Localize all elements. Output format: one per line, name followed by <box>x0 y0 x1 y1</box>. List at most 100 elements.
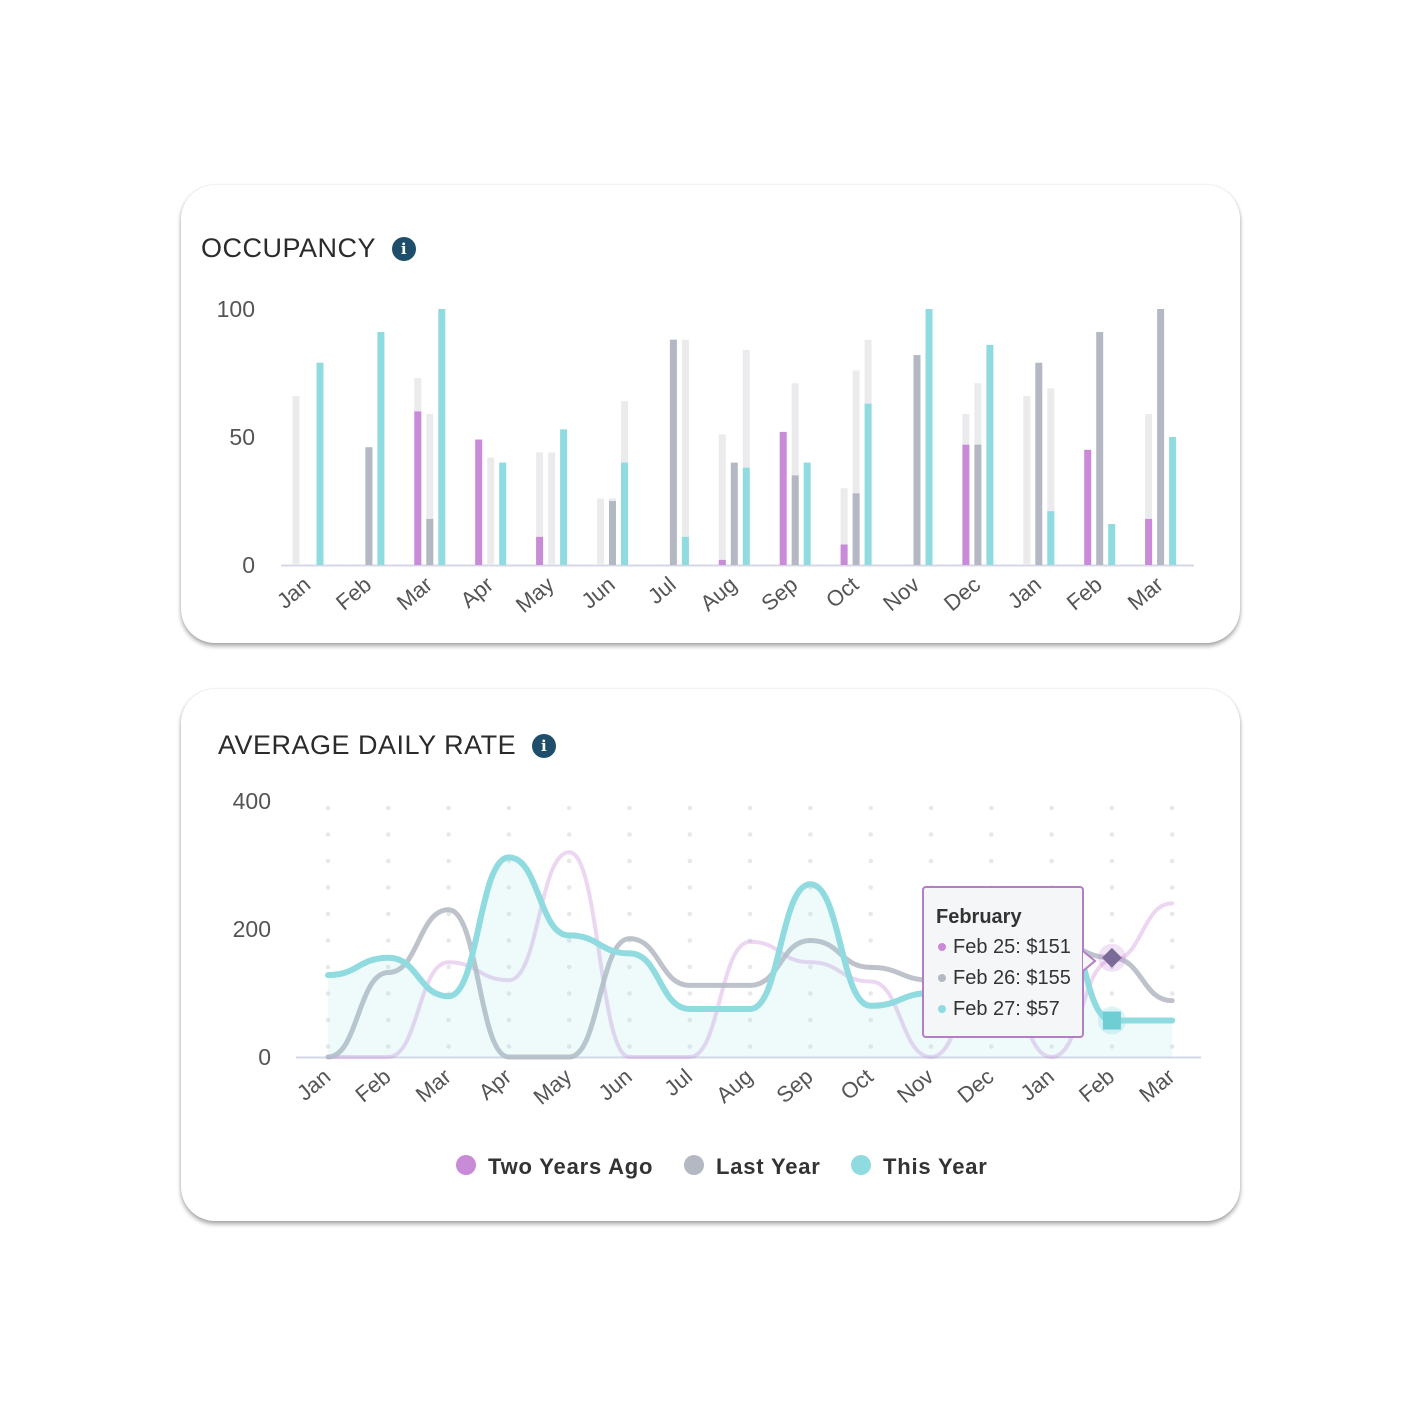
grid-dot <box>808 1017 813 1023</box>
grid-dot <box>627 858 632 864</box>
legend-item[interactable]: Two Years Ago <box>456 1154 653 1179</box>
adr-title-row: AVERAGE DAILY RATE i <box>218 730 557 761</box>
bar <box>779 431 787 565</box>
bar <box>925 309 933 565</box>
bar <box>681 536 689 565</box>
grid-dot <box>325 991 331 996</box>
x-tick-label: May <box>529 1064 577 1110</box>
x-tick-label: Apr <box>474 1064 516 1105</box>
legend-item[interactable]: This Year <box>851 1154 988 1179</box>
x-tick-label: Jan <box>1003 572 1046 614</box>
grid-dot <box>687 858 693 864</box>
grid-dot <box>747 938 753 943</box>
x-tick-label: Jun <box>593 1064 636 1106</box>
bar <box>1047 511 1055 565</box>
grid-dot <box>627 964 632 970</box>
grid-dot <box>566 964 572 970</box>
grid-dot <box>325 832 331 837</box>
grid-dot <box>928 805 934 811</box>
grid-dot <box>989 1044 994 1049</box>
grid-dot <box>386 805 391 811</box>
x-tick-label: Sep <box>772 1064 818 1108</box>
x-tick-label: Jan <box>272 572 315 614</box>
y-tick-label: 200 <box>233 916 271 942</box>
grid-dot <box>386 858 391 864</box>
grid-dot <box>446 964 451 970</box>
grid-dot <box>566 885 572 890</box>
series-line <box>326 850 1175 1060</box>
grid-dot <box>566 911 572 917</box>
x-tick-label: Aug <box>711 1064 757 1108</box>
grid-dot <box>808 1044 813 1049</box>
legend-label: Two Years Ago <box>488 1154 653 1179</box>
grid-dot <box>687 911 693 917</box>
y-tick-label: 0 <box>242 552 255 578</box>
y-tick-label: 100 <box>217 296 255 322</box>
grid-dot <box>808 858 813 864</box>
grid-dot <box>446 805 451 811</box>
grid-dot <box>506 832 512 837</box>
x-tick-label: Nov <box>878 572 924 616</box>
grid-dot <box>747 885 753 890</box>
grid-dot <box>868 858 873 864</box>
grid-dot <box>506 1017 512 1023</box>
legend-swatch <box>456 1155 476 1175</box>
bar <box>536 536 544 565</box>
grid-dot <box>687 991 693 996</box>
x-tick-label: Feb <box>1074 1064 1119 1108</box>
grid-dot <box>868 885 873 890</box>
bar <box>913 355 921 565</box>
x-tick-label: Jan <box>1016 1064 1059 1106</box>
y-tick-label: 400 <box>233 788 271 814</box>
bar-background <box>742 349 750 565</box>
grid-dot <box>506 991 512 996</box>
legend-item[interactable]: Last Year <box>684 1154 821 1179</box>
grid-dot <box>506 938 512 943</box>
grid-dot <box>808 911 813 917</box>
x-tick-label: Oct <box>836 1064 878 1105</box>
grid-dot <box>687 885 693 890</box>
legend-swatch <box>851 1155 871 1175</box>
bar-background <box>840 488 848 565</box>
bar-background <box>548 452 556 565</box>
grid-dot <box>566 938 572 943</box>
bar <box>1157 309 1165 565</box>
info-icon[interactable]: i <box>392 236 417 261</box>
grid-dot <box>627 991 632 996</box>
grid-dot <box>808 991 813 996</box>
grid-dot <box>566 1017 572 1023</box>
grid-dot <box>928 858 934 864</box>
grid-dot <box>446 1044 451 1049</box>
grid-dot <box>1109 991 1115 996</box>
grid-dot <box>868 991 873 996</box>
y-tick-label: 0 <box>258 1044 271 1070</box>
bar <box>438 309 446 565</box>
grid-dot <box>989 858 994 864</box>
grid-dot <box>566 991 572 996</box>
hover-marker <box>1102 1011 1121 1030</box>
tooltip-row: Feb 27: $57 <box>953 998 1060 1020</box>
grid-dot <box>1169 911 1175 917</box>
bar <box>1084 449 1092 565</box>
grid-dot <box>386 938 391 943</box>
grid-dot <box>1169 885 1175 890</box>
grid-dot <box>687 964 693 970</box>
grid-dot <box>506 1044 512 1049</box>
grid-dot <box>386 964 391 970</box>
grid-dot <box>747 991 753 996</box>
grid-dot <box>747 1044 753 1049</box>
tooltip-row: Feb 25: $151 <box>953 936 1071 958</box>
grid-dot <box>747 832 753 837</box>
adr-chart: 0 200 400 Jan Feb Mar Apr May Jun Jul Aug Sep Oct Nov… <box>233 788 1201 1179</box>
bar <box>669 339 677 565</box>
grid-dot <box>808 832 813 837</box>
info-icon[interactable]: i <box>532 733 557 758</box>
x-tick-label: Mar <box>411 1064 456 1108</box>
occupancy-chart: 0 50 100 Jan Feb Mar Apr May Jun Jul Aug Sep Oct Nov D… <box>217 296 1194 618</box>
tooltip-dot <box>938 1005 946 1013</box>
bar <box>1145 518 1153 565</box>
bar <box>718 559 726 565</box>
grid-dot <box>1169 991 1175 996</box>
grid-dot <box>1109 858 1115 864</box>
grid-dot <box>386 991 391 996</box>
